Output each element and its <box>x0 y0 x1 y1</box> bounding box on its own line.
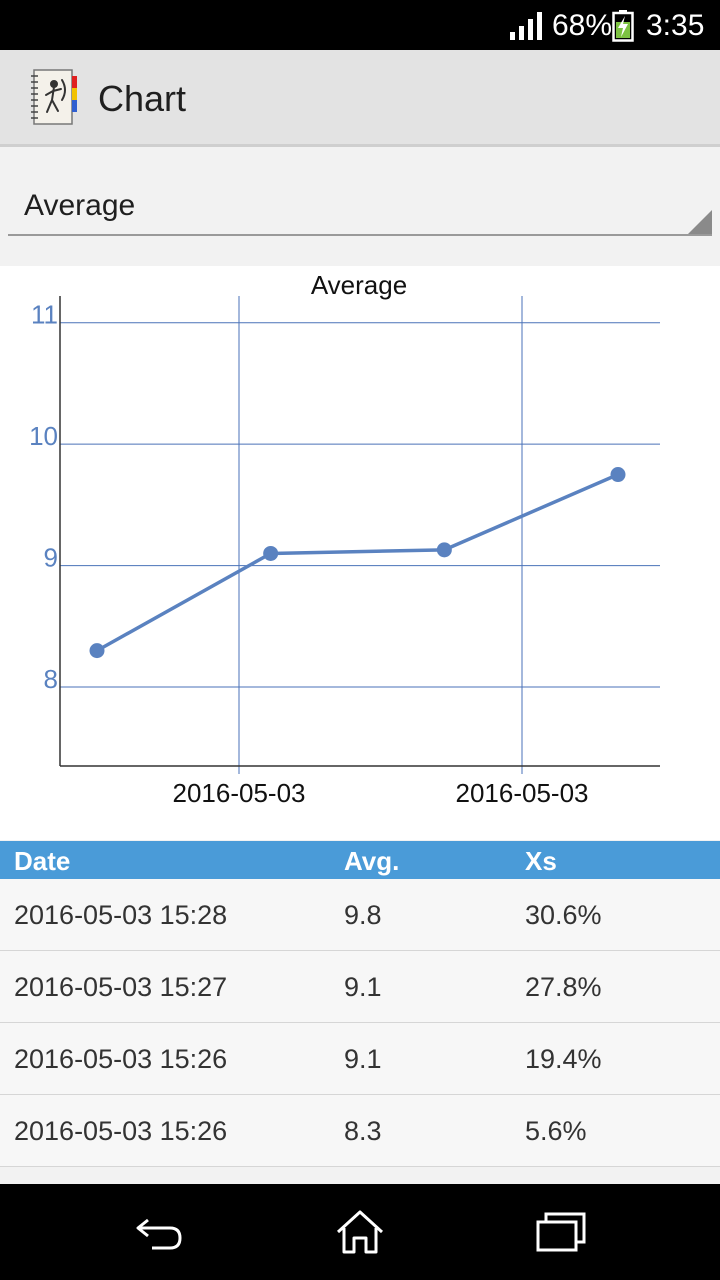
chart-title: Average <box>311 270 407 300</box>
cell-xs: 27.8% <box>525 972 602 1002</box>
cell-avg: 8.3 <box>344 1116 382 1146</box>
results-table: Date Avg. Xs 2016-05-03 15:28 9.8 30.6% … <box>0 841 720 1167</box>
signal-icon <box>510 12 542 40</box>
header-avg[interactable]: Avg. <box>344 846 400 876</box>
y-tick-label: 10 <box>29 421 58 451</box>
back-icon[interactable] <box>132 1206 188 1258</box>
clock: 3:35 <box>646 9 705 42</box>
cell-xs: 19.4% <box>525 1044 602 1074</box>
chart-canvas: Average 8 9 10 11 2016-05-03 2016-05-03 <box>29 270 660 808</box>
cell-date: 2016-05-03 15:27 <box>14 972 228 1002</box>
table-row[interactable]: 2016-05-03 15:28 9.8 30.6% <box>0 879 720 951</box>
page-title: Chart <box>98 78 187 119</box>
cell-xs: 30.6% <box>525 900 602 930</box>
navigation-bar <box>0 1184 720 1280</box>
dropdown-selected-value: Average <box>24 189 136 222</box>
battery-charging-icon <box>612 10 634 42</box>
x-tick-label: 2016-05-03 <box>456 778 589 808</box>
cell-xs: 5.6% <box>525 1116 587 1146</box>
y-tick-label: 11 <box>31 300 58 330</box>
dropdown-corner-arrow-icon <box>688 210 712 234</box>
recent-apps-icon[interactable] <box>534 1206 590 1258</box>
table-row[interactable]: 2016-05-03 15:26 9.1 19.4% <box>0 1023 720 1095</box>
chart-type-dropdown[interactable]: Average <box>8 180 712 236</box>
cell-avg: 9.8 <box>344 900 382 930</box>
cell-avg: 9.1 <box>344 1044 382 1074</box>
cell-avg: 9.1 <box>344 972 382 1002</box>
series-line <box>96 472 619 653</box>
header-date[interactable]: Date <box>14 846 71 876</box>
archery-notebook-app-icon[interactable] <box>30 68 82 126</box>
battery-percent: 68% <box>552 9 613 42</box>
line-chart: Average 8 9 10 11 2016-05-03 2016-05-03 <box>0 266 720 840</box>
data-point[interactable] <box>89 643 105 659</box>
table-row[interactable]: 2016-05-03 15:27 9.1 27.8% <box>0 951 720 1023</box>
x-tick-label: 2016-05-03 <box>173 778 306 808</box>
y-tick-label: 8 <box>44 664 58 694</box>
data-point[interactable] <box>436 542 452 558</box>
data-point[interactable] <box>263 545 279 561</box>
table-row[interactable]: 2016-05-03 15:26 8.3 5.6% <box>0 1095 720 1167</box>
table-header: Date Avg. Xs <box>0 841 720 879</box>
y-tick-label: 9 <box>44 543 58 573</box>
cell-date: 2016-05-03 15:26 <box>14 1116 228 1146</box>
cell-date: 2016-05-03 15:26 <box>14 1044 228 1074</box>
header-xs[interactable]: Xs <box>525 846 557 876</box>
home-icon[interactable] <box>332 1206 388 1258</box>
status-bar: 68% 3:35 <box>0 0 720 50</box>
data-point[interactable] <box>610 467 626 483</box>
cell-date: 2016-05-03 15:28 <box>14 900 228 930</box>
action-bar: Chart <box>0 50 720 147</box>
